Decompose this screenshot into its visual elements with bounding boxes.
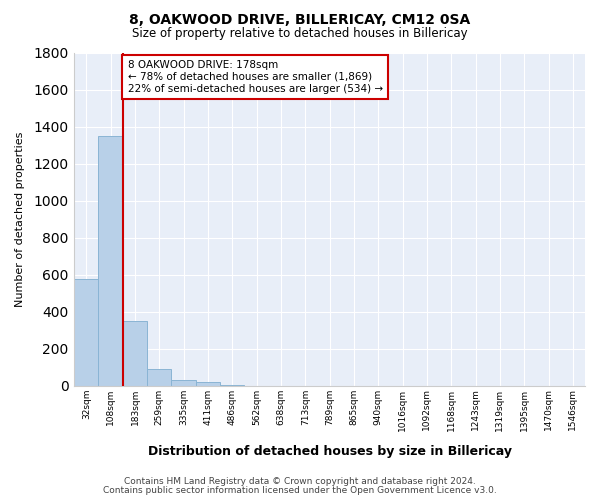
Text: Contains public sector information licensed under the Open Government Licence v3: Contains public sector information licen… (103, 486, 497, 495)
Text: Contains HM Land Registry data © Crown copyright and database right 2024.: Contains HM Land Registry data © Crown c… (124, 477, 476, 486)
Bar (172, 380, 196, 386)
Bar (98, 136, 123, 386)
Text: 8 OAKWOOD DRIVE: 178sqm
← 78% of detached houses are smaller (1,869)
22% of semi: 8 OAKWOOD DRIVE: 178sqm ← 78% of detache… (128, 60, 383, 94)
Bar (123, 321, 147, 386)
Bar (196, 382, 220, 386)
Y-axis label: Number of detached properties: Number of detached properties (15, 132, 25, 307)
Bar (220, 385, 244, 386)
Text: Size of property relative to detached houses in Billericay: Size of property relative to detached ho… (132, 28, 468, 40)
Bar (147, 369, 172, 386)
Text: 8, OAKWOOD DRIVE, BILLERICAY, CM12 0SA: 8, OAKWOOD DRIVE, BILLERICAY, CM12 0SA (130, 12, 470, 26)
X-axis label: Distribution of detached houses by size in Billericay: Distribution of detached houses by size … (148, 444, 512, 458)
Bar (74, 278, 98, 386)
